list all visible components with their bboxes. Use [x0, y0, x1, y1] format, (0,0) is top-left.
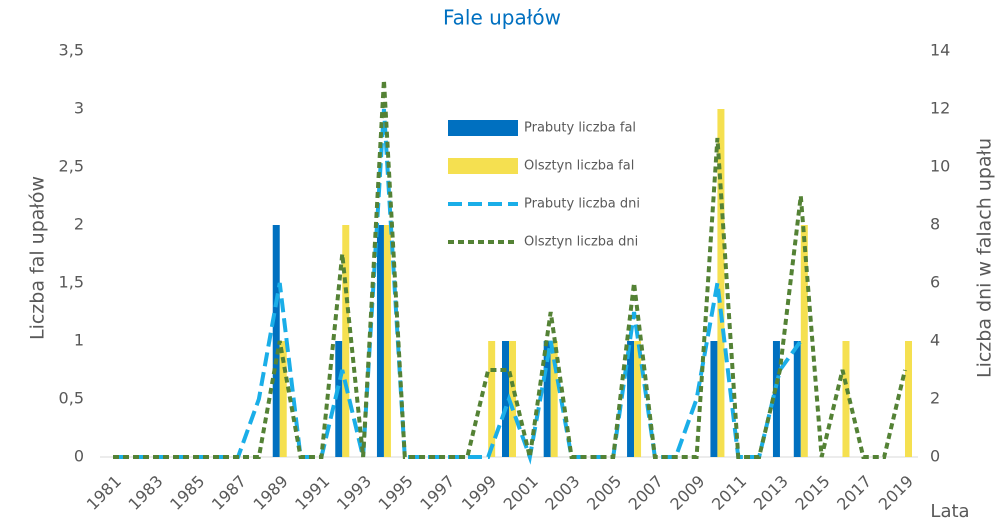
- bar: [342, 225, 350, 457]
- bar: [772, 341, 780, 457]
- y2-tick-label: 2: [930, 389, 940, 408]
- legend-swatch: [448, 120, 518, 136]
- y-tick-label: 2,5: [59, 157, 84, 176]
- y2-axis-label: Liczba dni w falach upału: [974, 138, 996, 378]
- y-tick-label: 3,5: [59, 41, 84, 60]
- bar: [634, 341, 642, 457]
- x-tick-label: 2007: [625, 472, 667, 514]
- legend-label: Prabuty liczba fal: [524, 121, 636, 136]
- y-tick-label: 3: [74, 99, 84, 118]
- y-tick-label: 2: [74, 215, 84, 234]
- x-tick-label: 1981: [83, 472, 125, 514]
- legend-label: Olsztyn liczba fal: [524, 159, 634, 174]
- bar: [710, 341, 718, 457]
- bar: [272, 225, 280, 457]
- y-tick-label: 1,5: [59, 273, 84, 292]
- chart-title: Fale upałów: [443, 6, 561, 30]
- y2-tick-label: 10: [930, 157, 950, 176]
- line: [113, 108, 803, 465]
- bar: [502, 341, 509, 457]
- y-tick-label: 0: [74, 447, 84, 466]
- x-axis-label: Lata: [930, 501, 969, 522]
- y2-tick-label: 0: [930, 447, 940, 466]
- x-tick-label: 1995: [375, 472, 417, 514]
- bar: [488, 341, 496, 457]
- y2-tick-label: 6: [930, 273, 940, 292]
- x-tick-label: 1987: [208, 472, 250, 514]
- x-tick-label: 2019: [875, 472, 917, 514]
- x-tick-label: 1985: [166, 472, 208, 514]
- bar: [842, 341, 850, 457]
- y2-tick-label: 14: [930, 41, 950, 60]
- x-tick-label: 2017: [833, 472, 875, 514]
- x-tick-label: 2009: [666, 472, 708, 514]
- bar: [717, 109, 725, 457]
- legend-label: Prabuty liczba dni: [524, 197, 640, 212]
- y2-tick-label: 12: [930, 99, 950, 118]
- legend-swatch: [448, 158, 518, 174]
- bar: [335, 341, 343, 457]
- line: [113, 79, 907, 459]
- x-tick-label: 1997: [416, 472, 458, 514]
- x-tick-label: 2003: [541, 472, 583, 514]
- y2-tick-label: 8: [930, 215, 940, 234]
- legend-label: Olsztyn liczba dni: [524, 235, 638, 250]
- y2-tick-label: 4: [930, 331, 940, 350]
- bar: [793, 341, 801, 457]
- x-tick-label: 2013: [750, 472, 792, 514]
- bar: [627, 341, 635, 457]
- x-tick-label: 1983: [124, 472, 166, 514]
- x-tick-label: 1991: [291, 472, 333, 514]
- bar: [550, 341, 558, 457]
- bar: [905, 341, 912, 457]
- x-tick-label: 2005: [583, 472, 625, 514]
- x-tick-label: 2015: [791, 472, 833, 514]
- bar: [376, 225, 384, 457]
- y-tick-label: 1: [74, 331, 84, 350]
- bar: [543, 341, 551, 457]
- x-tick-label: 1999: [458, 472, 500, 514]
- bar: [383, 225, 391, 457]
- y-axis-label: Liczba fal upałów: [27, 176, 49, 340]
- x-tick-label: 2001: [500, 472, 542, 514]
- bar: [279, 341, 287, 457]
- bar: [800, 225, 808, 457]
- bar: [509, 341, 516, 457]
- x-tick-label: 1993: [333, 472, 375, 514]
- x-tick-label: 2011: [708, 472, 750, 514]
- x-tick-label: 1989: [250, 472, 292, 514]
- y-tick-label: 0,5: [59, 389, 84, 408]
